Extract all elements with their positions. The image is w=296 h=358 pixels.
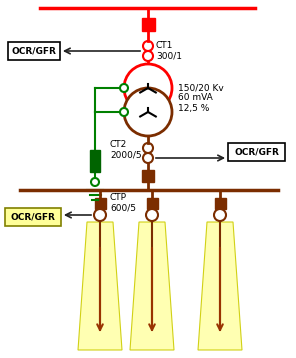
Bar xyxy=(8,42,60,60)
Bar xyxy=(215,198,226,209)
Circle shape xyxy=(124,88,172,136)
Circle shape xyxy=(124,64,172,112)
Polygon shape xyxy=(130,222,174,350)
Circle shape xyxy=(146,209,158,221)
Text: CT2
2000/5: CT2 2000/5 xyxy=(110,140,141,160)
Text: 150/20 Kv
60 mVA
12,5 %: 150/20 Kv 60 mVA 12,5 % xyxy=(178,83,224,113)
Text: OCR/GFR: OCR/GFR xyxy=(12,47,57,55)
Circle shape xyxy=(143,153,153,163)
Bar xyxy=(90,150,100,172)
Circle shape xyxy=(143,143,153,153)
Text: OCR/GFR: OCR/GFR xyxy=(234,147,279,156)
Circle shape xyxy=(143,51,153,61)
Circle shape xyxy=(143,41,153,51)
Circle shape xyxy=(214,209,226,221)
Text: OCR/GFR: OCR/GFR xyxy=(11,213,55,222)
Bar xyxy=(147,198,157,209)
Bar xyxy=(141,18,155,31)
Circle shape xyxy=(94,209,106,221)
Circle shape xyxy=(120,84,128,92)
Polygon shape xyxy=(78,222,122,350)
Bar xyxy=(94,198,105,209)
Bar xyxy=(5,208,61,226)
Circle shape xyxy=(120,108,128,116)
Text: CT1
300/1: CT1 300/1 xyxy=(156,41,182,61)
Text: CTP
600/5: CTP 600/5 xyxy=(110,193,136,213)
Circle shape xyxy=(91,178,99,186)
Bar xyxy=(228,143,285,161)
Polygon shape xyxy=(198,222,242,350)
Bar xyxy=(142,170,154,182)
